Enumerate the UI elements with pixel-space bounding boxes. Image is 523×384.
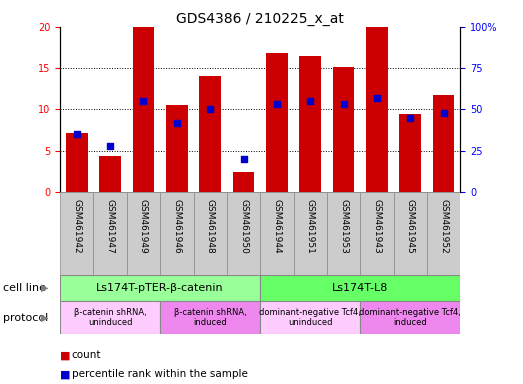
Text: GSM461947: GSM461947	[106, 199, 115, 253]
Text: GSM461952: GSM461952	[439, 199, 448, 253]
Text: GSM461948: GSM461948	[206, 199, 214, 253]
Point	[272, 101, 281, 108]
Bar	[260, 192, 293, 275]
Bar	[360, 192, 393, 275]
Bar	[233, 172, 254, 192]
Text: GSM461951: GSM461951	[306, 199, 315, 253]
Bar	[366, 27, 388, 192]
Point	[139, 98, 147, 104]
Point	[439, 110, 448, 116]
Text: ■: ■	[60, 350, 71, 360]
Text: dominant-negative Tcf4,
induced: dominant-negative Tcf4, induced	[359, 308, 461, 328]
Bar	[127, 192, 160, 275]
Bar	[427, 192, 460, 275]
Text: GSM461944: GSM461944	[272, 199, 281, 253]
Text: count: count	[72, 350, 101, 360]
Bar	[99, 156, 121, 192]
FancyBboxPatch shape	[60, 275, 260, 301]
FancyBboxPatch shape	[260, 275, 460, 301]
Point	[306, 98, 314, 104]
Bar	[199, 76, 221, 192]
Point	[106, 143, 115, 149]
FancyBboxPatch shape	[360, 301, 460, 334]
Point	[240, 156, 248, 162]
Text: ■: ■	[60, 369, 71, 379]
Text: percentile rank within the sample: percentile rank within the sample	[72, 369, 247, 379]
Bar	[60, 192, 94, 275]
Point	[406, 115, 414, 121]
Point	[73, 131, 81, 137]
Text: protocol: protocol	[3, 313, 48, 323]
Point	[206, 106, 214, 113]
Bar	[394, 192, 427, 275]
Bar	[293, 192, 327, 275]
Bar	[194, 192, 227, 275]
Text: cell line: cell line	[3, 283, 46, 293]
FancyBboxPatch shape	[260, 301, 360, 334]
Text: Ls174T-L8: Ls174T-L8	[332, 283, 389, 293]
Text: GSM461950: GSM461950	[239, 199, 248, 253]
Bar	[433, 94, 454, 192]
Point	[339, 101, 348, 108]
Text: β-catenin shRNA,
uninduced: β-catenin shRNA, uninduced	[74, 308, 146, 328]
FancyBboxPatch shape	[60, 301, 160, 334]
Text: ▶: ▶	[41, 313, 48, 323]
Bar	[327, 192, 360, 275]
Text: dominant-negative Tcf4,
uninduced: dominant-negative Tcf4, uninduced	[259, 308, 361, 328]
Point	[173, 119, 181, 126]
Bar	[166, 105, 188, 192]
Point	[373, 95, 381, 101]
Bar	[227, 192, 260, 275]
Bar	[266, 53, 288, 192]
Bar	[333, 66, 355, 192]
Text: GSM461953: GSM461953	[339, 199, 348, 253]
Text: ▶: ▶	[41, 283, 48, 293]
Text: GSM461946: GSM461946	[173, 199, 181, 253]
Text: GSM461949: GSM461949	[139, 199, 148, 253]
Title: GDS4386 / 210225_x_at: GDS4386 / 210225_x_at	[176, 12, 344, 26]
Text: GSM461945: GSM461945	[406, 199, 415, 253]
Text: GSM461942: GSM461942	[72, 199, 81, 253]
Text: β-catenin shRNA,
induced: β-catenin shRNA, induced	[174, 308, 246, 328]
Bar	[400, 114, 421, 192]
Bar	[160, 192, 194, 275]
Bar	[133, 27, 154, 192]
Text: GSM461943: GSM461943	[372, 199, 381, 253]
Bar	[94, 192, 127, 275]
Bar	[299, 56, 321, 192]
Bar	[66, 132, 88, 192]
FancyBboxPatch shape	[160, 301, 260, 334]
Text: Ls174T-pTER-β-catenin: Ls174T-pTER-β-catenin	[96, 283, 224, 293]
